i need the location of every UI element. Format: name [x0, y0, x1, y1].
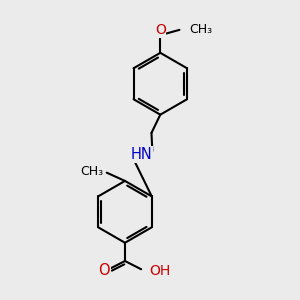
- Text: HN: HN: [130, 147, 152, 162]
- Text: CH₃: CH₃: [81, 165, 104, 178]
- Text: O: O: [155, 23, 166, 37]
- Text: OH: OH: [149, 264, 171, 278]
- Text: O: O: [98, 263, 110, 278]
- Text: CH₃: CH₃: [190, 23, 213, 36]
